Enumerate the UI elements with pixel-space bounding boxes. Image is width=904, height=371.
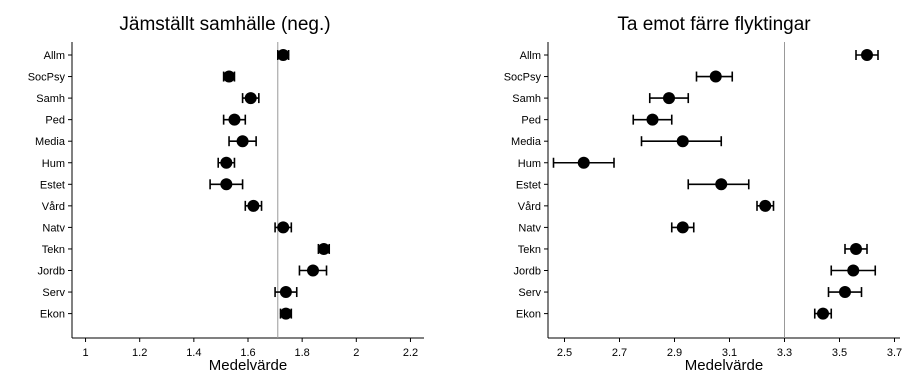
data-point	[676, 221, 689, 234]
category-label: Ekon	[516, 309, 541, 321]
data-point	[850, 242, 862, 255]
x-tick-label: 3.1	[722, 347, 737, 359]
x-tick-label: 1.6	[240, 347, 255, 359]
category-label: Ped	[521, 115, 541, 127]
data-point	[646, 113, 659, 126]
category-label: Vård	[518, 201, 541, 213]
data-point	[279, 286, 292, 299]
x-tick-label: 2.5	[557, 347, 572, 359]
category-label: Allm	[520, 50, 541, 62]
data-point	[244, 92, 257, 105]
data-point	[247, 199, 260, 212]
category-label: Serv	[518, 287, 541, 299]
x-tick-label: 2.7	[612, 347, 627, 359]
x-tick-label: 1.8	[295, 347, 310, 359]
category-label: Samh	[512, 93, 541, 105]
x-tick-label: 3.7	[887, 347, 902, 359]
x-tick-label: 2	[353, 347, 359, 359]
category-label: Natv	[518, 222, 541, 234]
data-point	[715, 178, 728, 191]
category-label: Natv	[42, 222, 65, 234]
panel-ta-emot-farre-flyktingar: Ta emot färre flyktingar 2.5 2.7 2.9 3.1 3.3 3…	[504, 14, 902, 371]
data-point	[839, 286, 851, 299]
panel-jamstallt-samhalle: Jämställt samhälle (neg.) 1 1.2 1.4 1.6 1.8 2 2…	[28, 14, 424, 371]
data-point	[847, 264, 860, 277]
chart-title: Jämställt samhälle (neg.)	[119, 14, 330, 35]
data-point	[277, 221, 290, 234]
data-point	[577, 156, 590, 169]
data-point	[676, 135, 689, 148]
category-label: Allm	[44, 50, 65, 62]
category-label: Estet	[516, 179, 541, 191]
data-point	[236, 135, 249, 148]
category-label: Ped	[45, 115, 65, 127]
data-point	[220, 156, 233, 169]
category-label: Hum	[518, 158, 541, 170]
category-label: Serv	[42, 287, 65, 299]
category-label: Jordb	[37, 266, 65, 278]
data-point	[317, 242, 330, 255]
data-point	[306, 264, 319, 277]
data-point	[709, 70, 722, 83]
data-point	[220, 178, 233, 191]
data-point	[228, 113, 241, 126]
x-tick-label: 3.5	[832, 347, 847, 359]
chart-title: Ta emot färre flyktingar	[617, 14, 811, 35]
category-label: Hum	[42, 158, 65, 170]
data-point	[279, 307, 292, 320]
category-label: SocPsy	[504, 72, 542, 84]
category-label: Jordb	[513, 266, 541, 278]
data-point	[861, 49, 873, 61]
x-tick-label: 1.4	[186, 347, 201, 359]
data-point	[277, 49, 290, 61]
category-label: Samh	[36, 93, 65, 105]
data-point	[817, 307, 829, 320]
category-label: Media	[35, 136, 66, 148]
category-label: Ekon	[40, 309, 65, 321]
x-tick-label: 1.2	[132, 347, 147, 359]
x-tick-label: 2.9	[667, 347, 682, 359]
category-label: Estet	[40, 179, 65, 191]
data-point	[663, 92, 675, 105]
category-label: Vård	[42, 201, 65, 213]
x-tick-label: 3.3	[777, 347, 792, 359]
category-label: SocPsy	[28, 72, 66, 84]
data-point	[223, 70, 236, 83]
x-tick-label: 1	[82, 347, 88, 359]
category-label: Media	[511, 136, 542, 148]
category-label: Tekn	[42, 244, 65, 256]
x-tick-label: 2.2	[403, 347, 418, 359]
data-point	[759, 199, 772, 212]
x-axis-label: Medelvärde	[685, 357, 763, 371]
x-axis-label: Medelvärde	[209, 357, 287, 371]
category-label: Tekn	[518, 244, 541, 256]
